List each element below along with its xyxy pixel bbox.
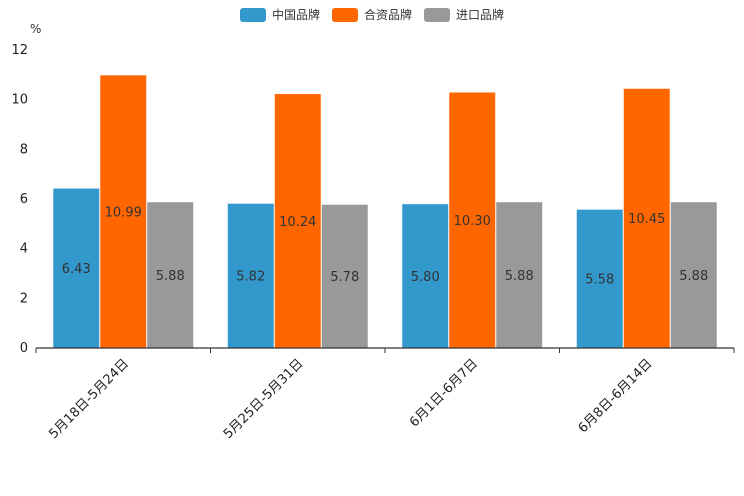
y-tick-label: 12 bbox=[11, 43, 28, 58]
y-tick-label: 4 bbox=[20, 242, 28, 257]
bar-data-label: 10.99 bbox=[105, 206, 142, 221]
bar-data-label: 5.88 bbox=[679, 269, 708, 284]
x-tick-label: 5月25日-5月31日 bbox=[221, 356, 307, 442]
bar-data-label: 10.30 bbox=[454, 214, 491, 229]
bar bbox=[321, 204, 369, 349]
y-tick-label: 0 bbox=[20, 341, 28, 356]
bar-data-label: 5.88 bbox=[505, 269, 534, 284]
bar bbox=[670, 201, 718, 349]
bar bbox=[52, 188, 100, 349]
bar bbox=[274, 93, 322, 349]
legend-label-jv-brand: 合资品牌 bbox=[363, 8, 412, 22]
legend-label-china-brand: 中国品牌 bbox=[271, 8, 320, 22]
x-tick-label: 6月1日-6月7日 bbox=[407, 356, 481, 430]
bar-data-label: 5.78 bbox=[330, 270, 359, 285]
bar-data-label: 5.88 bbox=[156, 269, 185, 284]
bar-data-label: 10.24 bbox=[279, 215, 316, 230]
bar bbox=[146, 201, 194, 349]
bar-data-label: 10.45 bbox=[628, 212, 665, 227]
bar-data-label: 6.43 bbox=[62, 262, 91, 277]
legend-item-import-brand[interactable]: 进口品牌 bbox=[424, 6, 504, 23]
bar-data-label: 5.82 bbox=[236, 270, 265, 285]
x-tick-label: 5月18日-5月24日 bbox=[46, 356, 132, 442]
legend-label-import-brand: 进口品牌 bbox=[456, 8, 505, 22]
bar bbox=[623, 88, 671, 349]
bar-data-label: 5.58 bbox=[585, 273, 614, 288]
legend-swatch-jv-brand bbox=[331, 7, 358, 22]
x-tick-label: 6月8日-6月14日 bbox=[576, 356, 656, 436]
y-tick-label: 2 bbox=[20, 291, 28, 306]
legend-swatch-china-brand bbox=[239, 7, 266, 22]
y-tick-label: 6 bbox=[20, 192, 28, 207]
chart-legend: 中国品牌 合资品牌 进口品牌 bbox=[0, 6, 744, 23]
bar bbox=[401, 203, 449, 349]
bar bbox=[576, 209, 624, 349]
y-tick-label: 8 bbox=[20, 142, 28, 157]
bar-data-label: 5.80 bbox=[411, 270, 440, 285]
bar bbox=[227, 203, 275, 349]
legend-item-china-brand[interactable]: 中国品牌 bbox=[239, 6, 320, 23]
bar bbox=[495, 201, 543, 349]
legend-swatch-import-brand bbox=[424, 7, 450, 22]
bar bbox=[99, 74, 147, 349]
y-axis-unit-label: % bbox=[30, 22, 42, 36]
y-tick-label: 10 bbox=[11, 93, 28, 108]
legend-item-jv-brand[interactable]: 合资品牌 bbox=[331, 6, 412, 23]
